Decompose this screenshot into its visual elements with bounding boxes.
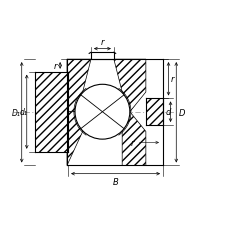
Text: d: d [165, 108, 170, 117]
Text: B: B [112, 177, 118, 186]
Text: D₁: D₁ [12, 108, 21, 117]
Polygon shape [145, 99, 162, 125]
Polygon shape [91, 53, 113, 60]
Polygon shape [67, 60, 91, 112]
Polygon shape [122, 112, 145, 166]
Text: D: D [178, 108, 185, 117]
Polygon shape [67, 112, 82, 166]
Polygon shape [35, 72, 68, 152]
Text: r: r [53, 62, 57, 71]
Polygon shape [113, 60, 145, 112]
Text: r: r [100, 38, 104, 47]
Circle shape [75, 85, 129, 139]
Text: r: r [170, 75, 174, 84]
Text: d₁: d₁ [19, 108, 27, 117]
Text: r: r [130, 139, 158, 147]
